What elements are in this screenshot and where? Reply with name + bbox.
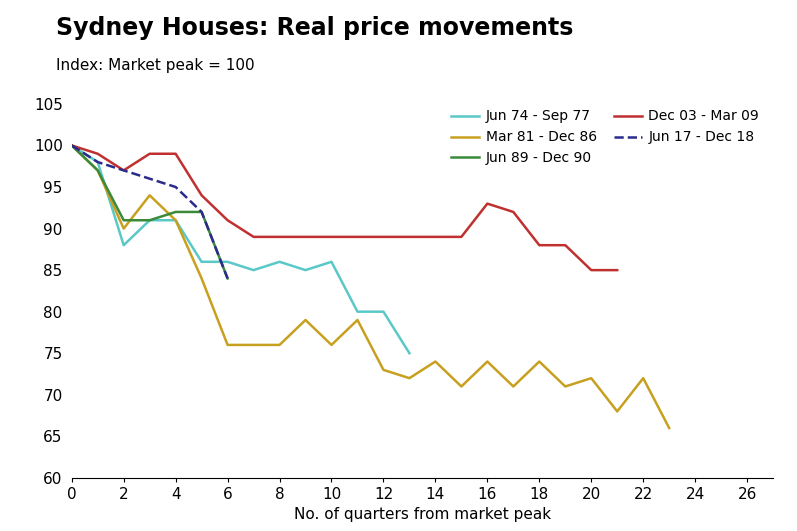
Dec 03 - Mar 09 — [379, 234, 388, 240]
Jun 74 - Sep 77 — [249, 267, 258, 273]
Jun 74 - Sep 77 — [379, 309, 388, 315]
Mar 81 - Dec 86 — [535, 358, 544, 365]
Dec 03 - Mar 09 — [119, 167, 128, 174]
Line: Dec 03 - Mar 09: Dec 03 - Mar 09 — [72, 145, 617, 270]
Mar 81 - Dec 86 — [508, 383, 518, 390]
Mar 81 - Dec 86 — [93, 167, 103, 174]
Mar 81 - Dec 86 — [223, 342, 233, 348]
Jun 89 - Dec 90 — [145, 217, 155, 224]
Jun 89 - Dec 90 — [93, 167, 103, 174]
Line: Jun 74 - Sep 77: Jun 74 - Sep 77 — [72, 145, 410, 353]
Dec 03 - Mar 09 — [535, 242, 544, 249]
Mar 81 - Dec 86 — [560, 383, 570, 390]
Jun 17 - Dec 18 — [93, 159, 103, 165]
Dec 03 - Mar 09 — [145, 151, 155, 157]
Jun 74 - Sep 77 — [275, 259, 285, 265]
Dec 03 - Mar 09 — [223, 217, 233, 224]
Jun 74 - Sep 77 — [93, 159, 103, 165]
Dec 03 - Mar 09 — [508, 209, 518, 215]
Dec 03 - Mar 09 — [482, 200, 492, 207]
Line: Jun 17 - Dec 18: Jun 17 - Dec 18 — [72, 145, 228, 278]
Jun 89 - Dec 90 — [197, 209, 206, 215]
Mar 81 - Dec 86 — [482, 358, 492, 365]
Jun 17 - Dec 18 — [145, 176, 155, 182]
Jun 74 - Sep 77 — [171, 217, 180, 224]
Dec 03 - Mar 09 — [430, 234, 440, 240]
Dec 03 - Mar 09 — [560, 242, 570, 249]
Dec 03 - Mar 09 — [67, 142, 77, 149]
Jun 74 - Sep 77 — [327, 259, 336, 265]
Text: Index: Market peak = 100: Index: Market peak = 100 — [56, 58, 254, 73]
Mar 81 - Dec 86 — [145, 192, 155, 199]
Jun 17 - Dec 18 — [171, 184, 180, 190]
Mar 81 - Dec 86 — [171, 217, 180, 224]
Dec 03 - Mar 09 — [171, 151, 180, 157]
Mar 81 - Dec 86 — [665, 425, 674, 431]
Jun 74 - Sep 77 — [197, 259, 206, 265]
Mar 81 - Dec 86 — [119, 225, 128, 232]
Mar 81 - Dec 86 — [587, 375, 596, 381]
Jun 74 - Sep 77 — [119, 242, 128, 249]
Mar 81 - Dec 86 — [457, 383, 466, 390]
Mar 81 - Dec 86 — [300, 317, 310, 323]
Dec 03 - Mar 09 — [405, 234, 414, 240]
Dec 03 - Mar 09 — [197, 192, 206, 199]
Dec 03 - Mar 09 — [353, 234, 363, 240]
Jun 89 - Dec 90 — [171, 209, 180, 215]
Mar 81 - Dec 86 — [275, 342, 285, 348]
Line: Jun 89 - Dec 90: Jun 89 - Dec 90 — [72, 145, 228, 278]
Jun 17 - Dec 18 — [67, 142, 77, 149]
Jun 17 - Dec 18 — [197, 209, 206, 215]
Dec 03 - Mar 09 — [327, 234, 336, 240]
Jun 89 - Dec 90 — [119, 217, 128, 224]
Line: Mar 81 - Dec 86: Mar 81 - Dec 86 — [72, 145, 669, 428]
Legend: Jun 74 - Sep 77, Mar 81 - Dec 86, Jun 89 - Dec 90, Dec 03 - Mar 09, Jun 17 - Dec: Jun 74 - Sep 77, Mar 81 - Dec 86, Jun 89… — [444, 102, 766, 172]
Mar 81 - Dec 86 — [67, 142, 77, 149]
Mar 81 - Dec 86 — [197, 275, 206, 281]
Jun 74 - Sep 77 — [67, 142, 77, 149]
Mar 81 - Dec 86 — [612, 408, 622, 415]
Jun 74 - Sep 77 — [145, 217, 155, 224]
Mar 81 - Dec 86 — [405, 375, 414, 381]
Dec 03 - Mar 09 — [275, 234, 285, 240]
Mar 81 - Dec 86 — [430, 358, 440, 365]
Jun 89 - Dec 90 — [67, 142, 77, 149]
Jun 74 - Sep 77 — [405, 350, 414, 356]
Jun 89 - Dec 90 — [223, 275, 233, 281]
Jun 17 - Dec 18 — [223, 275, 233, 281]
X-axis label: No. of quarters from market peak: No. of quarters from market peak — [294, 508, 551, 523]
Mar 81 - Dec 86 — [327, 342, 336, 348]
Dec 03 - Mar 09 — [93, 151, 103, 157]
Mar 81 - Dec 86 — [379, 367, 388, 373]
Dec 03 - Mar 09 — [457, 234, 466, 240]
Jun 74 - Sep 77 — [300, 267, 310, 273]
Dec 03 - Mar 09 — [587, 267, 596, 273]
Mar 81 - Dec 86 — [249, 342, 258, 348]
Dec 03 - Mar 09 — [249, 234, 258, 240]
Mar 81 - Dec 86 — [353, 317, 363, 323]
Jun 74 - Sep 77 — [223, 259, 233, 265]
Text: Sydney Houses: Real price movements: Sydney Houses: Real price movements — [56, 16, 573, 40]
Jun 17 - Dec 18 — [119, 167, 128, 174]
Jun 74 - Sep 77 — [353, 309, 363, 315]
Dec 03 - Mar 09 — [300, 234, 310, 240]
Dec 03 - Mar 09 — [612, 267, 622, 273]
Mar 81 - Dec 86 — [638, 375, 648, 381]
